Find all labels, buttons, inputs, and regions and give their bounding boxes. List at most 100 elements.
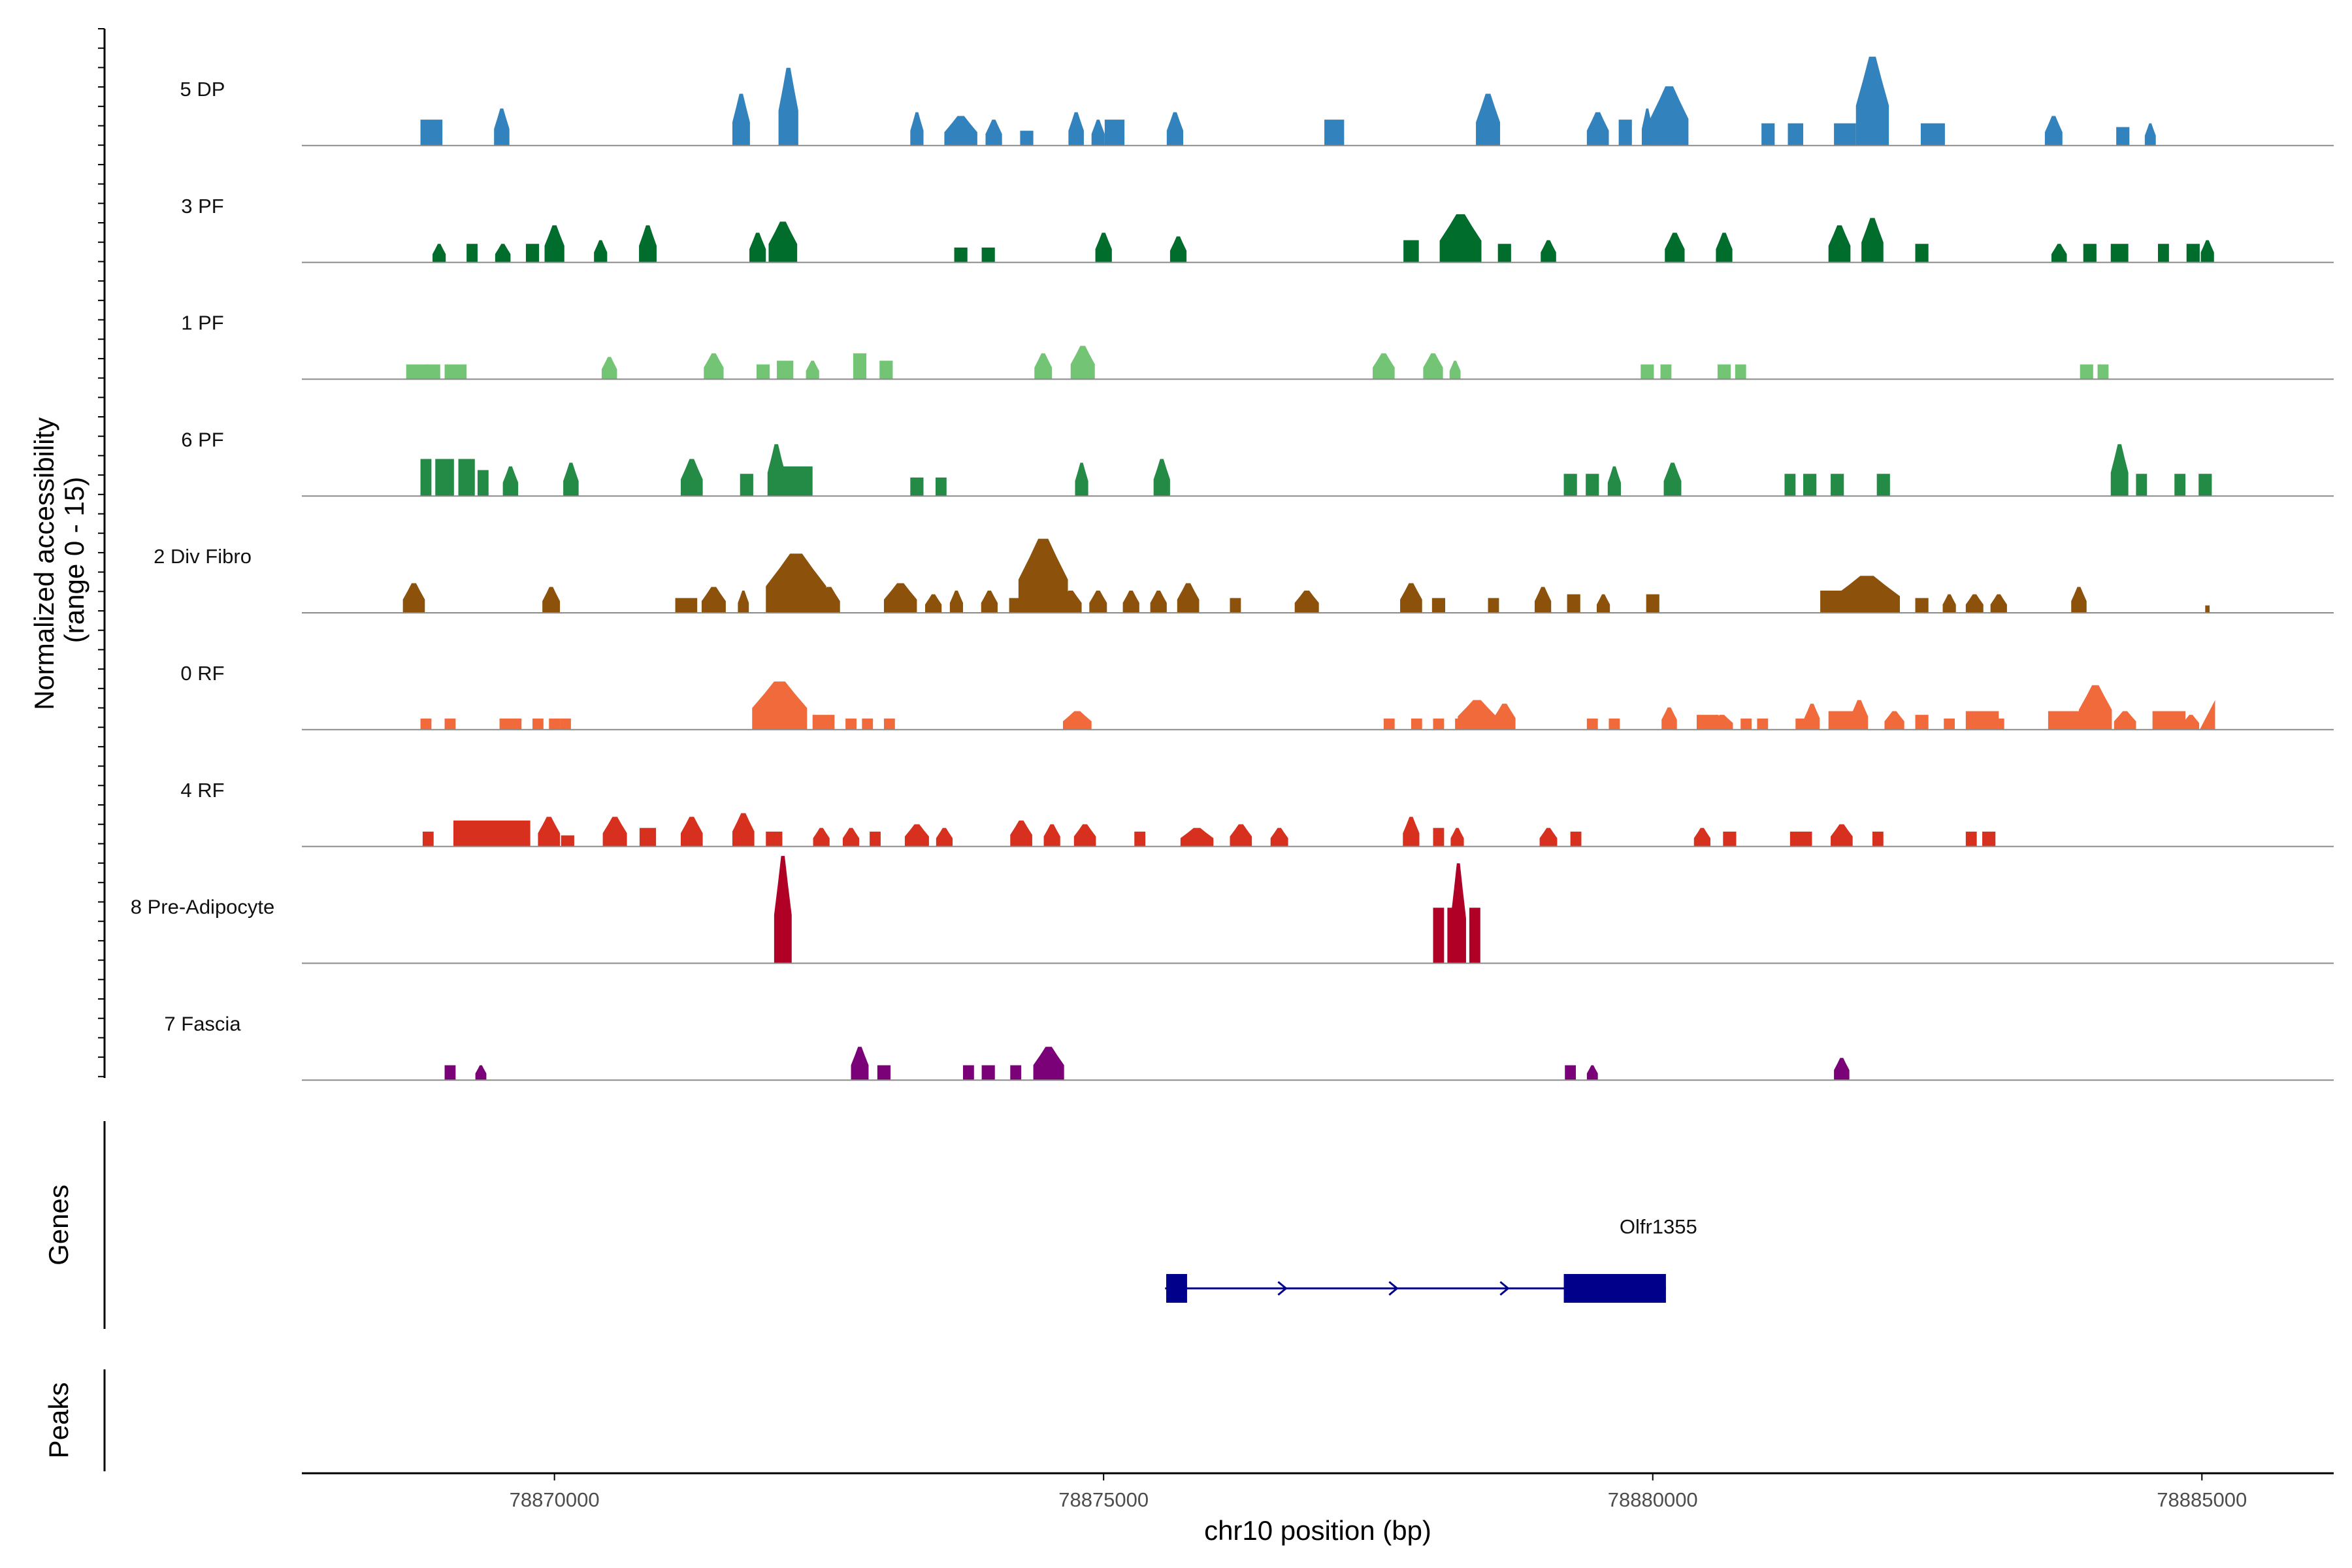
coverage-peak	[1091, 120, 1105, 146]
coverage-peak	[1761, 123, 1775, 146]
coverage-peak	[1944, 718, 1955, 730]
coverage-peak	[853, 353, 867, 380]
coverage-peak	[1150, 591, 1167, 613]
coverage-peak	[1270, 828, 1288, 847]
coverage-peak	[1033, 1047, 1064, 1081]
coverage-peak	[1660, 364, 1672, 380]
coverage-peak	[1450, 863, 1466, 964]
coverage-peak	[1541, 240, 1556, 263]
coverage-peak	[949, 591, 964, 613]
coverage-peak	[2200, 240, 2214, 263]
coverage-peak	[2097, 364, 2109, 380]
coverage-peak	[1663, 463, 1682, 497]
coverage-peak	[1539, 828, 1558, 847]
coverage-peak	[1661, 707, 1677, 730]
coverage-peak	[766, 831, 783, 847]
coverage-peak	[1965, 711, 1999, 730]
coverage-peak	[1646, 594, 1659, 613]
coverage-peak	[420, 459, 432, 497]
coverage-peak	[2182, 715, 2200, 730]
coverage-peak	[2174, 474, 2186, 497]
genes-layer: Olfr1355	[1165, 1215, 1697, 1303]
track-7-fascia: 7 Fascia	[164, 1012, 2334, 1081]
coverage-peak	[910, 477, 924, 497]
coverage-peak	[1450, 828, 1464, 847]
coverage-peak	[768, 221, 798, 263]
coverage-peak	[2158, 244, 2169, 263]
y-axis-title: Normalized accessibility (range 0 - 15)	[29, 410, 90, 710]
coverage-peak	[560, 718, 571, 730]
coverage-peak	[601, 357, 617, 380]
coverage-peak	[1665, 233, 1685, 263]
coverage-peak	[777, 361, 794, 380]
coverage-peak	[935, 477, 947, 497]
coverage-peak	[1089, 591, 1107, 613]
coverage-peak	[813, 828, 830, 847]
coverage-peak	[944, 116, 977, 146]
gene-exon	[1563, 1274, 1666, 1303]
track-4-rf: 4 RF	[180, 779, 2334, 847]
coverage-peak	[1993, 718, 2004, 730]
coverage-peak	[756, 364, 770, 380]
coverage-peak	[778, 67, 798, 146]
coverage-peak	[1609, 718, 1620, 730]
coverage-peak	[639, 225, 657, 263]
coverage-peak	[2152, 711, 2186, 730]
coverage-peak	[862, 718, 874, 730]
coverage-peak	[1433, 907, 1445, 964]
coverage-peak	[1710, 715, 1733, 730]
coverage-peak	[1834, 1058, 1850, 1081]
coverage-peak	[1104, 120, 1125, 146]
coverage-peak	[842, 828, 860, 847]
coverage-peak	[1180, 828, 1214, 847]
coverage-peak	[1586, 112, 1609, 146]
coverage-peak	[1965, 594, 1984, 613]
coverage-peak	[680, 459, 703, 497]
coverage-peak	[766, 553, 826, 613]
coverage-peak	[1795, 718, 1807, 730]
coverage-peak	[427, 364, 440, 380]
coverage-peak	[1834, 123, 1856, 146]
strand-arrow	[1499, 1281, 1510, 1296]
track-label: 4 RF	[180, 779, 224, 802]
coverage-peak	[420, 120, 443, 146]
coverage-peak	[1403, 240, 1419, 263]
coverage-peak	[925, 594, 942, 613]
coverage-peak	[701, 587, 726, 613]
coverage-peak	[2071, 587, 2087, 613]
track-label: 5 DP	[180, 78, 225, 101]
coverage-peak	[1034, 353, 1053, 380]
coverage-peak	[1565, 1065, 1576, 1081]
track-label: 3 PF	[181, 195, 223, 218]
coverage-peak	[1010, 820, 1032, 847]
coverage-peak	[1230, 598, 1241, 613]
coverage-peak	[1757, 718, 1769, 730]
coverage-peak	[1153, 459, 1170, 497]
coverage-peak	[561, 835, 574, 847]
coverage-peak	[963, 1065, 974, 1081]
coverage-peak	[1850, 700, 1869, 730]
coverage-peak	[1073, 824, 1096, 847]
coverage-peak	[444, 364, 467, 380]
coverage-peak	[2051, 244, 2067, 263]
x-tick-label: 78885000	[2157, 1488, 2247, 1511]
coverage-peak	[1717, 364, 1731, 380]
coverage-peak	[1010, 1065, 1022, 1081]
coverage-peak	[1134, 831, 1146, 847]
coverage-peak	[1586, 718, 1598, 730]
track-label: 0 RF	[180, 662, 224, 685]
coverage-peak	[422, 831, 434, 847]
coverage-peak	[1075, 463, 1088, 497]
genes-panel-label: Genes	[43, 1184, 74, 1266]
coverage-peak	[2144, 123, 2156, 146]
y-axis-title-line2: (range 0 - 15)	[59, 477, 90, 643]
coverage-peak	[1166, 112, 1184, 146]
coverage-peak	[1563, 474, 1577, 497]
coverage-peak	[1876, 474, 1890, 497]
coverage-peak	[1476, 93, 1501, 146]
coverage-peak	[1618, 120, 1632, 146]
coverage-peak	[2205, 605, 2210, 613]
coverage-peak	[1493, 704, 1516, 730]
coverage-peak	[1828, 225, 1851, 263]
